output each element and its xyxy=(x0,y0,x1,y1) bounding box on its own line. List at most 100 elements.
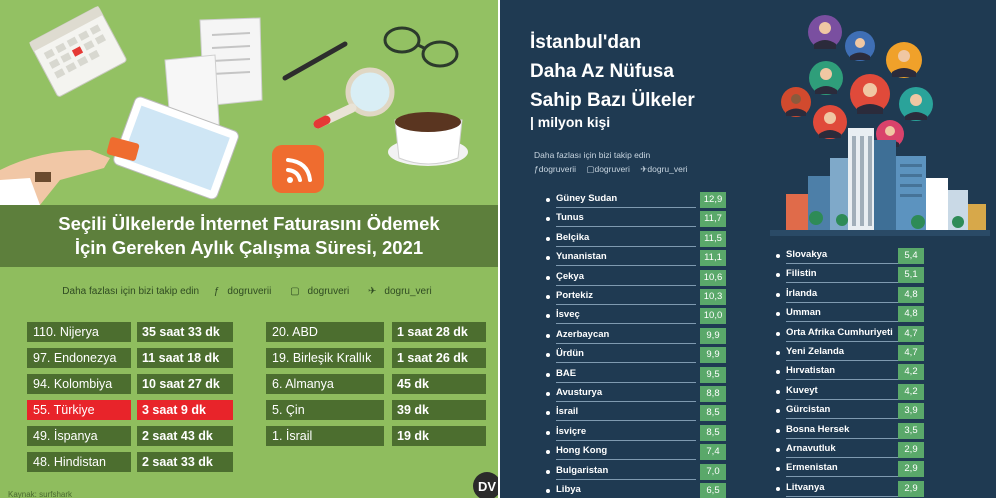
source-note: Kaynak: surfshark xyxy=(8,490,73,498)
follow-block: Daha fazlası için bizi takip edin ƒdogru… xyxy=(534,148,696,176)
list-item: Kuveyt 4,2 xyxy=(776,383,924,400)
divider xyxy=(556,401,696,402)
bullet-icon xyxy=(776,273,780,278)
country-name: 20. ABD xyxy=(266,322,384,342)
country-value: 45 dk xyxy=(392,374,486,394)
divider xyxy=(556,342,696,344)
divider xyxy=(556,245,696,247)
divider xyxy=(556,207,696,208)
bullet-icon xyxy=(546,489,550,493)
list-item: Gürcistan 3,9 xyxy=(776,403,924,420)
divider xyxy=(786,457,906,458)
population-value: 11,5 xyxy=(700,230,726,247)
dogruveri-logo: DV xyxy=(473,472,498,498)
divider xyxy=(786,301,906,303)
population-value: 7,4 xyxy=(700,444,726,461)
divider xyxy=(786,321,906,323)
population-value: 2,9 xyxy=(898,461,924,478)
bullet-icon xyxy=(546,217,550,222)
list-item: Azerbaycan 9,9 xyxy=(546,327,726,344)
bullet-icon xyxy=(546,295,550,299)
bullet-icon xyxy=(546,275,550,280)
bullet-icon xyxy=(776,370,780,375)
country-name: Gürcistan xyxy=(786,404,831,416)
list-item: Belçika 11,5 xyxy=(546,230,726,247)
country-name: 55. Türkiye xyxy=(27,400,131,420)
population-value: 4,2 xyxy=(898,364,924,381)
unit-subtitle: | milyon kişi xyxy=(530,114,611,130)
twitter-handle[interactable]: ✈dogru_veri xyxy=(368,286,432,297)
bullet-icon xyxy=(776,428,780,433)
population-value: 10,0 xyxy=(700,308,726,325)
title-line-1: İstanbul'dan xyxy=(530,32,642,53)
country-name: Yeni Zelanda xyxy=(786,346,845,357)
country-name: Filistin xyxy=(786,268,817,280)
divider xyxy=(786,263,906,264)
list-item: Tunus 11,7 xyxy=(546,211,726,228)
list-item: Güney Sudan 12,9 xyxy=(546,192,726,208)
population-value: 9,5 xyxy=(700,366,726,383)
page-title: İstanbul'dan Daha Az Nüfusa Sahip Bazı Ü… xyxy=(530,28,695,115)
bullet-icon xyxy=(776,467,780,472)
follow-line: Daha fazlası için bizi takip edin ƒ dogru… xyxy=(0,286,498,297)
country-name: Bosna Hersek xyxy=(786,423,850,435)
list-item: Hong Kong 7,4 xyxy=(546,444,726,461)
country-name: Kuveyt xyxy=(786,384,818,396)
divider xyxy=(556,478,696,480)
follow-text: Daha fazlası için bizi takip edin xyxy=(534,150,651,160)
bullet-icon xyxy=(546,411,550,416)
list-item: Çekya 10,6 xyxy=(546,269,726,286)
list-item: Ermenistan 2,9 xyxy=(776,461,924,478)
bullet-icon xyxy=(546,392,550,396)
facebook-icon: ƒ xyxy=(534,164,539,174)
twitter-icon: ✈ xyxy=(368,286,377,297)
bullet-icon xyxy=(776,312,780,317)
country-value: 1 saat 26 dk xyxy=(392,348,486,368)
twitter-handle[interactable]: ✈dogru_veri xyxy=(640,164,688,174)
country-name: İrlanda xyxy=(786,287,818,299)
country-value: 35 saat 33 dk xyxy=(137,322,233,342)
country-name: Avusturya xyxy=(556,387,603,398)
population-value: 12,9 xyxy=(700,192,726,208)
bullet-icon xyxy=(776,389,780,394)
facebook-handle[interactable]: ƒdogruverii xyxy=(534,164,577,174)
population-value: 4,2 xyxy=(898,383,924,400)
instagram-handle[interactable]: ▢dogruveri xyxy=(290,286,350,297)
divider xyxy=(556,362,696,364)
bullet-icon xyxy=(546,372,550,377)
divider xyxy=(556,420,696,422)
country-name: Hırvatistan xyxy=(786,365,836,377)
country-name: İsveç xyxy=(556,309,580,321)
list-item: Hırvatistan 4,2 xyxy=(776,364,924,381)
country-name: Ermenistan xyxy=(786,462,838,474)
country-name: 110. Nijerya xyxy=(27,322,131,342)
population-value: 6,5 xyxy=(700,483,726,498)
country-name: İsrail xyxy=(556,406,579,418)
country-name: Ürdün xyxy=(556,348,584,360)
divider xyxy=(556,323,696,325)
divider xyxy=(786,379,906,381)
country-value: 10 saat 27 dk xyxy=(137,374,233,394)
internet-bill-illustration xyxy=(0,0,498,205)
divider xyxy=(786,418,906,420)
population-value: 5,1 xyxy=(898,267,924,284)
bullet-icon xyxy=(776,448,780,452)
population-value: 2,9 xyxy=(898,480,924,497)
country-value: 1 saat 28 dk xyxy=(392,322,486,342)
list-item: Slovakya 5,4 xyxy=(776,248,924,264)
divider xyxy=(556,381,696,383)
population-value: 2,9 xyxy=(898,442,924,458)
list-item: Umman 4,8 xyxy=(776,306,924,323)
page-title-line-2: İçin Gereken Aylık Çalışma Süresi, 2021 xyxy=(74,237,424,258)
bullet-icon xyxy=(776,486,780,491)
country-name: Arnavutluk xyxy=(786,443,836,454)
bullet-icon xyxy=(546,430,550,435)
divider xyxy=(786,340,906,342)
list-item: Filistin 5,1 xyxy=(776,267,924,284)
country-name: 19. Birleşik Krallık xyxy=(266,348,384,368)
instagram-handle[interactable]: ▢dogruveri xyxy=(586,164,630,174)
country-name: Yunanistan xyxy=(556,251,607,263)
population-value: 10,3 xyxy=(700,289,726,305)
country-name: İsviçre xyxy=(556,425,587,437)
